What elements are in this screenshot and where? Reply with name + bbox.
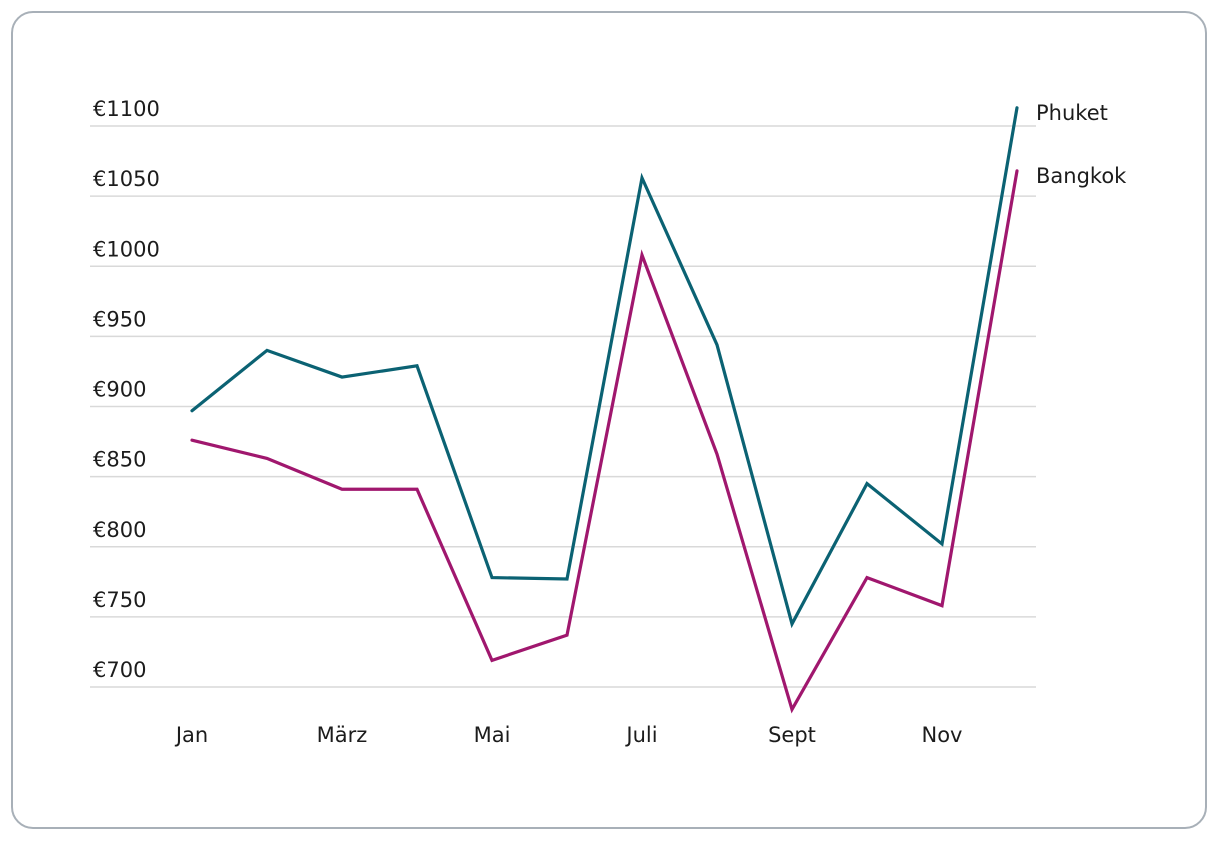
x-tick-label: Mai	[474, 723, 511, 747]
y-tick-label: €800	[93, 518, 146, 542]
series-line-bangkok	[190, 169, 1019, 714]
x-tick-label: März	[317, 723, 368, 747]
y-axis-ticks: €700 €750 €800 €850 €900 €950 €1000 €1050 €1100	[93, 97, 160, 682]
y-tick-label: €950	[93, 307, 146, 331]
y-tick-label: €1050	[93, 167, 160, 191]
x-tick-label: Jan	[174, 723, 208, 747]
gridlines	[90, 125, 1036, 688]
legend: Phuket Bangkok	[1036, 101, 1127, 188]
y-tick-label: €750	[93, 588, 146, 612]
y-tick-label: €1000	[93, 237, 160, 261]
y-tick-label: €1100	[93, 97, 160, 121]
series-lines	[190, 106, 1019, 714]
series-line-phuket	[190, 106, 1019, 629]
x-tick-label: Sept	[768, 723, 816, 747]
x-tick-label: Nov	[922, 723, 963, 747]
x-tick-label: Juli	[624, 723, 657, 747]
legend-label-phuket: Phuket	[1036, 101, 1108, 125]
x-axis-ticks: Jan März Mai Juli Sept Nov	[174, 723, 963, 747]
y-tick-label: €900	[93, 378, 146, 402]
y-tick-label: €700	[93, 658, 146, 682]
y-tick-label: €850	[93, 448, 146, 472]
legend-label-bangkok: Bangkok	[1036, 164, 1127, 188]
